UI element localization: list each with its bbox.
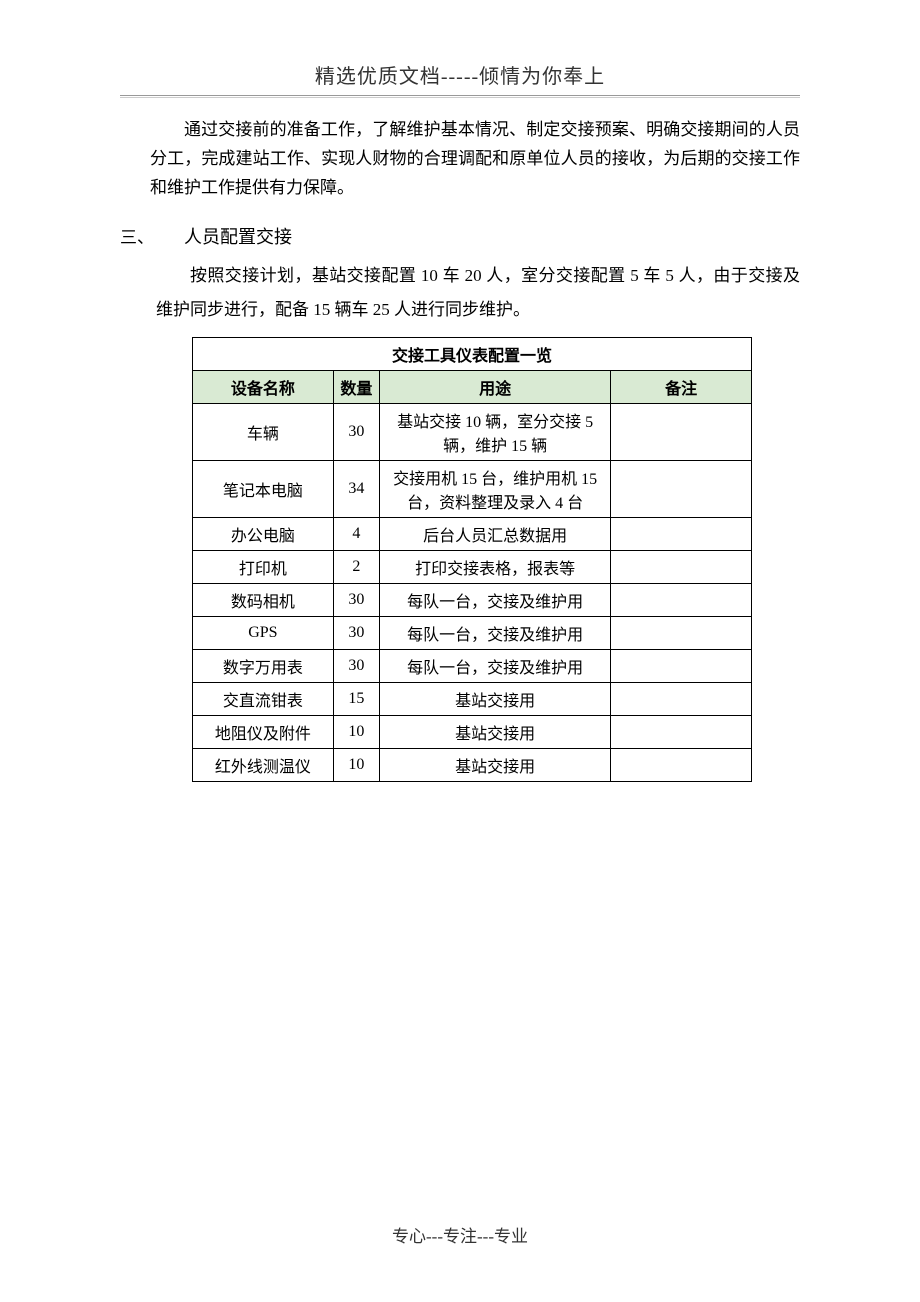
cell-note bbox=[611, 715, 752, 748]
cell-qty: 10 bbox=[333, 748, 379, 781]
table-row: 办公电脑4后台人员汇总数据用 bbox=[193, 517, 752, 550]
cell-qty: 15 bbox=[333, 682, 379, 715]
cell-name: 办公电脑 bbox=[193, 517, 334, 550]
cell-note bbox=[611, 550, 752, 583]
section-number: 三、 bbox=[120, 223, 180, 248]
cell-qty: 30 bbox=[333, 649, 379, 682]
cell-note bbox=[611, 517, 752, 550]
table-row: 笔记本电脑34交接用机 15 台，维护用机 15 台，资料整理及录入 4 台 bbox=[193, 460, 752, 517]
cell-note bbox=[611, 616, 752, 649]
col-header-note: 备注 bbox=[611, 370, 752, 403]
table-row: 地阻仪及附件10基站交接用 bbox=[193, 715, 752, 748]
cell-note bbox=[611, 403, 752, 460]
cell-use: 基站交接用 bbox=[379, 715, 610, 748]
cell-qty: 10 bbox=[333, 715, 379, 748]
cell-note bbox=[611, 748, 752, 781]
cell-qty: 34 bbox=[333, 460, 379, 517]
cell-name: 笔记本电脑 bbox=[193, 460, 334, 517]
table-row: 红外线测温仪10基站交接用 bbox=[193, 748, 752, 781]
cell-qty: 4 bbox=[333, 517, 379, 550]
cell-qty: 30 bbox=[333, 583, 379, 616]
cell-name: 红外线测温仪 bbox=[193, 748, 334, 781]
cell-note bbox=[611, 682, 752, 715]
table-row: 车辆30基站交接 10 辆，室分交接 5 辆，维护 15 辆 bbox=[193, 403, 752, 460]
cell-use: 每队一台，交接及维护用 bbox=[379, 616, 610, 649]
cell-qty: 2 bbox=[333, 550, 379, 583]
cell-use: 基站交接用 bbox=[379, 682, 610, 715]
equipment-table-wrap: 交接工具仪表配置一览 设备名称 数量 用途 备注 车辆30基站交接 10 辆，室… bbox=[192, 337, 800, 782]
section-title: 人员配置交接 bbox=[184, 223, 292, 249]
cell-use: 后台人员汇总数据用 bbox=[379, 517, 610, 550]
page-header: 精选优质文档-----倾情为你奉上 bbox=[120, 60, 800, 96]
table-row: GPS30每队一台，交接及维护用 bbox=[193, 616, 752, 649]
cell-qty: 30 bbox=[333, 403, 379, 460]
cell-note bbox=[611, 460, 752, 517]
section-3-heading: 三、 人员配置交接 bbox=[120, 223, 800, 249]
cell-use: 每队一台，交接及维护用 bbox=[379, 583, 610, 616]
cell-note bbox=[611, 649, 752, 682]
cell-use: 基站交接 10 辆，室分交接 5 辆，维护 15 辆 bbox=[379, 403, 610, 460]
cell-use: 交接用机 15 台，维护用机 15 台，资料整理及录入 4 台 bbox=[379, 460, 610, 517]
table-row: 数字万用表30每队一台，交接及维护用 bbox=[193, 649, 752, 682]
table-title-row: 交接工具仪表配置一览 bbox=[193, 337, 752, 370]
col-header-use: 用途 bbox=[379, 370, 610, 403]
table-row: 交直流钳表15基站交接用 bbox=[193, 682, 752, 715]
cell-name: 车辆 bbox=[193, 403, 334, 460]
cell-use: 基站交接用 bbox=[379, 748, 610, 781]
col-header-qty: 数量 bbox=[333, 370, 379, 403]
cell-use: 每队一台，交接及维护用 bbox=[379, 649, 610, 682]
cell-name: 数字万用表 bbox=[193, 649, 334, 682]
table-title: 交接工具仪表配置一览 bbox=[193, 337, 752, 370]
table-row: 打印机2打印交接表格，报表等 bbox=[193, 550, 752, 583]
section-3-body: 按照交接计划，基站交接配置 10 车 20 人，室分交接配置 5 车 5 人，由… bbox=[156, 259, 800, 327]
cell-name: 交直流钳表 bbox=[193, 682, 334, 715]
cell-qty: 30 bbox=[333, 616, 379, 649]
intro-paragraph: 通过交接前的准备工作，了解维护基本情况、制定交接预案、明确交接期间的人员分工，完… bbox=[150, 116, 800, 203]
col-header-name: 设备名称 bbox=[193, 370, 334, 403]
cell-name: 地阻仪及附件 bbox=[193, 715, 334, 748]
cell-name: GPS bbox=[193, 616, 334, 649]
equipment-table: 交接工具仪表配置一览 设备名称 数量 用途 备注 车辆30基站交接 10 辆，室… bbox=[192, 337, 752, 782]
cell-note bbox=[611, 583, 752, 616]
cell-use: 打印交接表格，报表等 bbox=[379, 550, 610, 583]
page-footer: 专心---专注---专业 bbox=[0, 1222, 920, 1247]
table-header-row: 设备名称 数量 用途 备注 bbox=[193, 370, 752, 403]
cell-name: 打印机 bbox=[193, 550, 334, 583]
table-row: 数码相机30每队一台，交接及维护用 bbox=[193, 583, 752, 616]
cell-name: 数码相机 bbox=[193, 583, 334, 616]
